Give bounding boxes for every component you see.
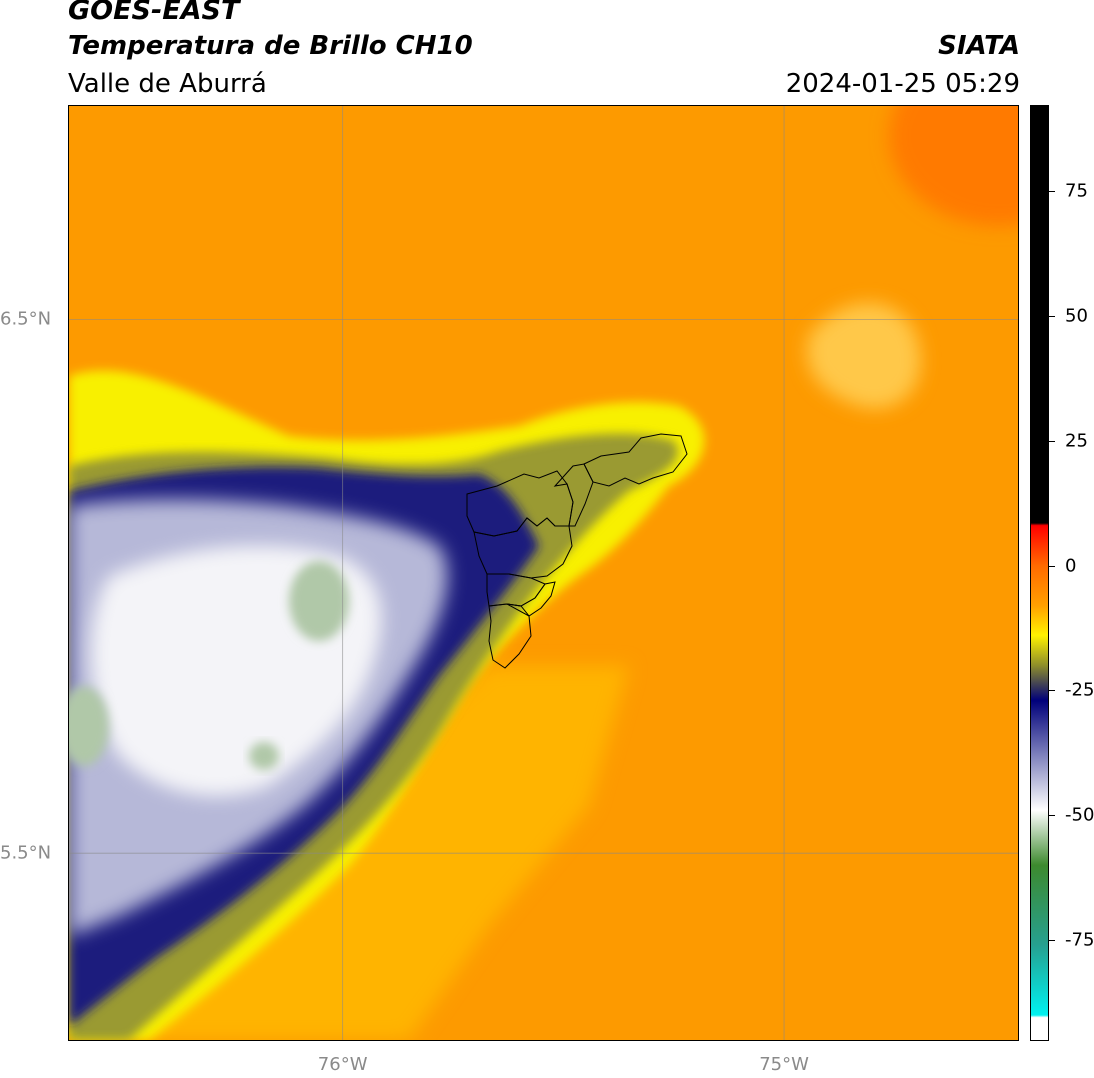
colorbar-tick [1049,190,1055,192]
cold-top-green-2 [249,742,279,770]
colorbar-tick-label: -75 [1065,929,1094,951]
temperature-field [69,106,1018,1040]
cold-top-green-3 [69,686,109,766]
organization-label: SIATA [938,31,1020,61]
latitude-label: 6.5°N [0,308,52,330]
region-subtitle: Valle de Aburrá [68,69,267,99]
satellite-title: GOES-EAST [68,0,240,26]
colorbar-tick [1049,815,1055,817]
longitude-label: 75°W [759,1054,809,1075]
timestamp-label: 2024-01-25 05:29 [785,69,1020,99]
colorbar-tick-label: 25 [1065,430,1088,452]
colorbar-tick [1049,690,1055,692]
product-title: Temperatura de Brillo CH10 [68,31,473,61]
colorbar-tick [1049,315,1055,317]
colorbar-tick-label: -25 [1065,679,1094,701]
colorbar [1030,105,1049,1041]
warm-area-ne [889,106,1018,226]
colorbar-tick-label: 0 [1065,555,1077,576]
colorbar-tick [1049,440,1055,442]
longitude-label: 76°W [317,1054,368,1075]
map-gridlines [69,106,1018,1040]
latitude-label: 5.5°N [0,842,52,864]
map-canvas [69,106,1018,1040]
colorbar-tick-label: 50 [1065,305,1088,327]
brightness-temperature-map [68,105,1019,1041]
colorbar-tick [1049,565,1055,567]
colorbar-tick-label: -50 [1065,804,1094,826]
cold-top-green-1 [289,561,349,641]
colorbar-tick-label: 75 [1065,180,1088,202]
valle-de-aburra-boundaries [466,433,688,669]
colorbar-tick [1049,940,1055,942]
warm-patch-east [807,303,921,409]
